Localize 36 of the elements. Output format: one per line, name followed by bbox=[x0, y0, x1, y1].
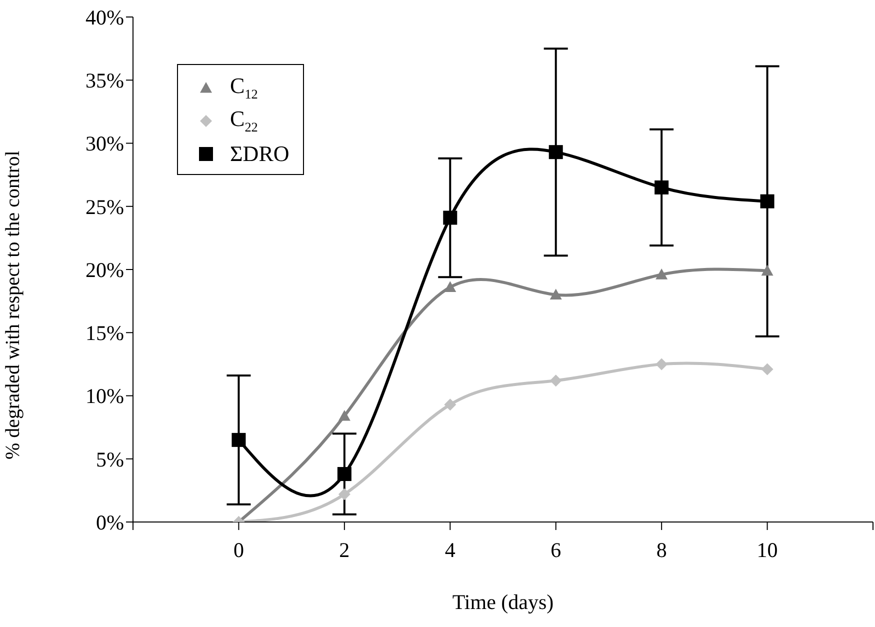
x-axis-title: Time (days) bbox=[452, 590, 554, 614]
x-tick-label: 4 bbox=[444, 538, 456, 562]
point bbox=[760, 194, 774, 208]
y-tick-label: 15% bbox=[86, 321, 124, 346]
x-tick-label: 2 bbox=[339, 538, 350, 562]
y-tick-label: 35% bbox=[86, 68, 124, 93]
point bbox=[550, 288, 562, 300]
x-tick-label: 8 bbox=[656, 538, 667, 562]
point bbox=[550, 374, 562, 387]
point bbox=[761, 264, 774, 276]
x-tick-label: 6 bbox=[550, 538, 562, 562]
point bbox=[444, 398, 456, 411]
point bbox=[232, 432, 246, 447]
y-tick-label: 30% bbox=[86, 132, 124, 156]
legend-label: ΣDRO bbox=[230, 140, 290, 166]
y-tick-label: 10% bbox=[86, 384, 124, 408]
x-tick-label: 10 bbox=[756, 538, 778, 562]
x-tick-label: 0 bbox=[233, 538, 244, 562]
point bbox=[654, 180, 669, 194]
y-tick-label: 25% bbox=[86, 194, 124, 219]
legend-label: C$_{12}$ bbox=[230, 72, 258, 102]
point bbox=[443, 210, 458, 225]
point bbox=[548, 145, 563, 160]
y-tick-label: 5% bbox=[96, 447, 124, 472]
point bbox=[338, 488, 350, 500]
point bbox=[656, 268, 668, 280]
point bbox=[338, 410, 350, 421]
point bbox=[656, 358, 668, 370]
y-tick-label: 20% bbox=[86, 258, 124, 282]
legend-label: C$_{22}$ bbox=[230, 106, 258, 136]
point bbox=[761, 363, 774, 376]
y-tick-label: 0% bbox=[96, 510, 124, 534]
y-axis-title: % degraded with respect to the control bbox=[2, 150, 24, 460]
point bbox=[337, 467, 352, 482]
y-tick-label: 40% bbox=[86, 5, 124, 30]
point bbox=[444, 281, 456, 292]
